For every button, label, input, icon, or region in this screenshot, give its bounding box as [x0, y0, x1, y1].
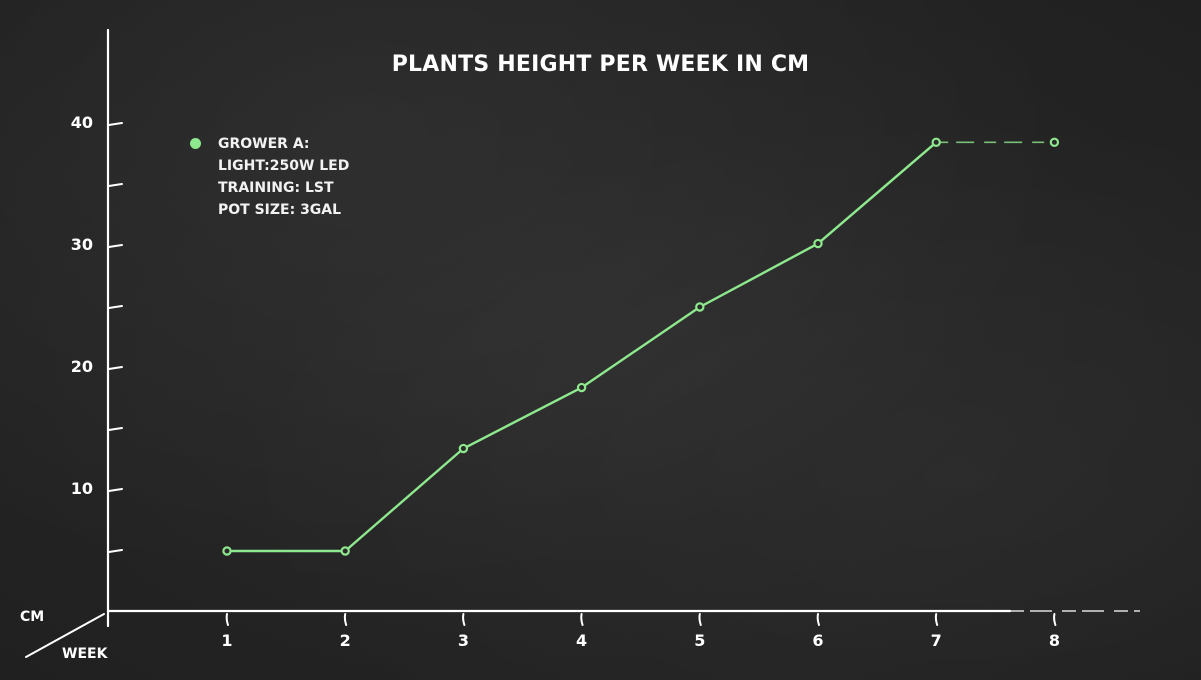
x-tick: [580, 613, 584, 626]
legend-marker-icon: [190, 138, 201, 149]
y-tick-label: 20: [70, 357, 93, 376]
y-tick: [108, 122, 123, 126]
axes: [25, 28, 1140, 658]
series-line: [225, 141, 938, 553]
x-tick: [816, 613, 820, 626]
y-tick: [108, 366, 123, 370]
data-point-marker: [1049, 137, 1060, 147]
data-point-marker: [576, 382, 587, 393]
y-tick: [108, 244, 123, 248]
axis-corner-diagonal: [25, 613, 105, 658]
data-point-marker: [222, 546, 232, 556]
x-tick-label: 4: [576, 631, 588, 650]
legend-line: TRAINING: LST: [218, 180, 334, 196]
series-grower-a: [222, 137, 1060, 556]
legend: GROWER A: LIGHT:250W LED TRAINING: LST P…: [190, 133, 349, 221]
legend-line: GROWER A:: [218, 136, 310, 152]
x-tick: [225, 613, 229, 626]
y-tick: [108, 427, 123, 431]
y-axis-title: CM: [20, 609, 45, 625]
chart-title: PLANTS HEIGHT PER WEEK IN CM: [391, 52, 810, 77]
x-tick-label: 5: [694, 631, 706, 650]
y-tick: [108, 305, 123, 309]
y-tick: [108, 183, 123, 187]
y-tick-label: 10: [70, 479, 93, 498]
x-tick-label: 7: [930, 631, 942, 650]
data-point-marker: [458, 443, 469, 454]
data-point-marker: [695, 302, 705, 312]
data-point-marker: [340, 546, 350, 556]
data-point-marker: [931, 137, 941, 147]
data-point-marker: [813, 238, 823, 249]
y-tick: [108, 549, 123, 553]
x-tick-label: 1: [221, 631, 233, 650]
legend-line: POT SIZE: 3GAL: [218, 202, 342, 218]
x-tick-label: 6: [812, 631, 824, 650]
x-tick: [1053, 613, 1057, 626]
x-tick: [698, 613, 702, 626]
y-tick-label: 40: [70, 113, 93, 132]
x-tick: [462, 613, 466, 626]
x-tick-label: 3: [457, 631, 469, 650]
x-tick: [343, 613, 348, 626]
x-axis-title: WEEK: [62, 646, 108, 662]
legend-line: LIGHT:250W LED: [218, 158, 350, 174]
x-tick: [934, 613, 939, 626]
x-tick-label: 2: [339, 631, 351, 650]
y-tick-label: 30: [70, 235, 93, 254]
x-tick-label: 8: [1048, 631, 1060, 650]
y-tick: [108, 488, 123, 492]
